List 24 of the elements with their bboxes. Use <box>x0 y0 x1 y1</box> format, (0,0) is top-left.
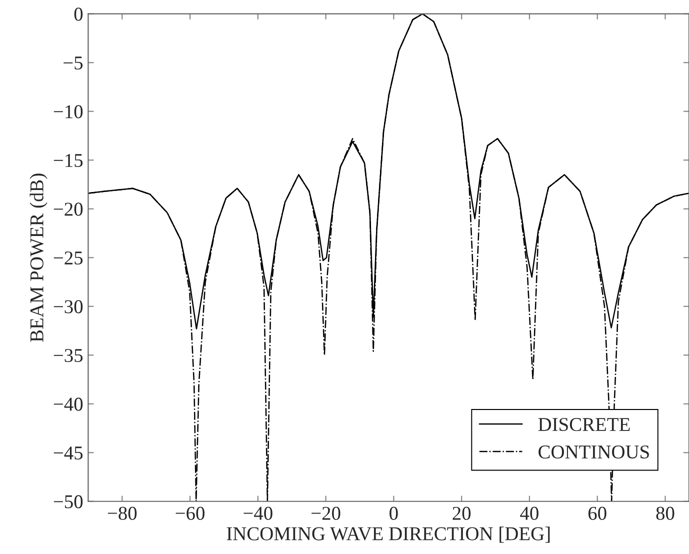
x-tick-label: −20 <box>312 506 340 520</box>
x-axis-title: INCOMING WAVE DIRECTION [DEG] <box>226 526 550 543</box>
legend-label: CONTINOUS <box>538 445 649 459</box>
y-tick-label: −50 <box>54 495 83 508</box>
x-tick-label: −40 <box>244 506 272 520</box>
y-tick-label: −15 <box>54 154 83 168</box>
x-tick-label: 20 <box>452 506 471 520</box>
y-tick-label: −10 <box>54 105 83 118</box>
y-tick-label: −5 <box>64 56 83 70</box>
y-axis-title: BEAM POWER (dB) <box>30 174 48 342</box>
x-tick-label: −80 <box>108 506 137 520</box>
x-tick-label: 40 <box>520 506 538 520</box>
y-tick-label: −20 <box>54 202 83 216</box>
legend-label: DISCRETE <box>538 418 630 432</box>
y-tick-label: −40 <box>54 398 83 411</box>
y-tick-label: −25 <box>54 251 83 265</box>
x-tick-label: 0 <box>390 506 398 520</box>
x-tick-label: 80 <box>656 506 674 520</box>
x-tick-label: 60 <box>588 506 606 520</box>
x-tick-label: −60 <box>176 506 204 520</box>
y-tick-label: 0 <box>74 8 83 21</box>
y-tick-label: −45 <box>54 446 83 460</box>
y-tick-label: −30 <box>54 300 83 314</box>
y-tick-label: −35 <box>54 348 83 362</box>
